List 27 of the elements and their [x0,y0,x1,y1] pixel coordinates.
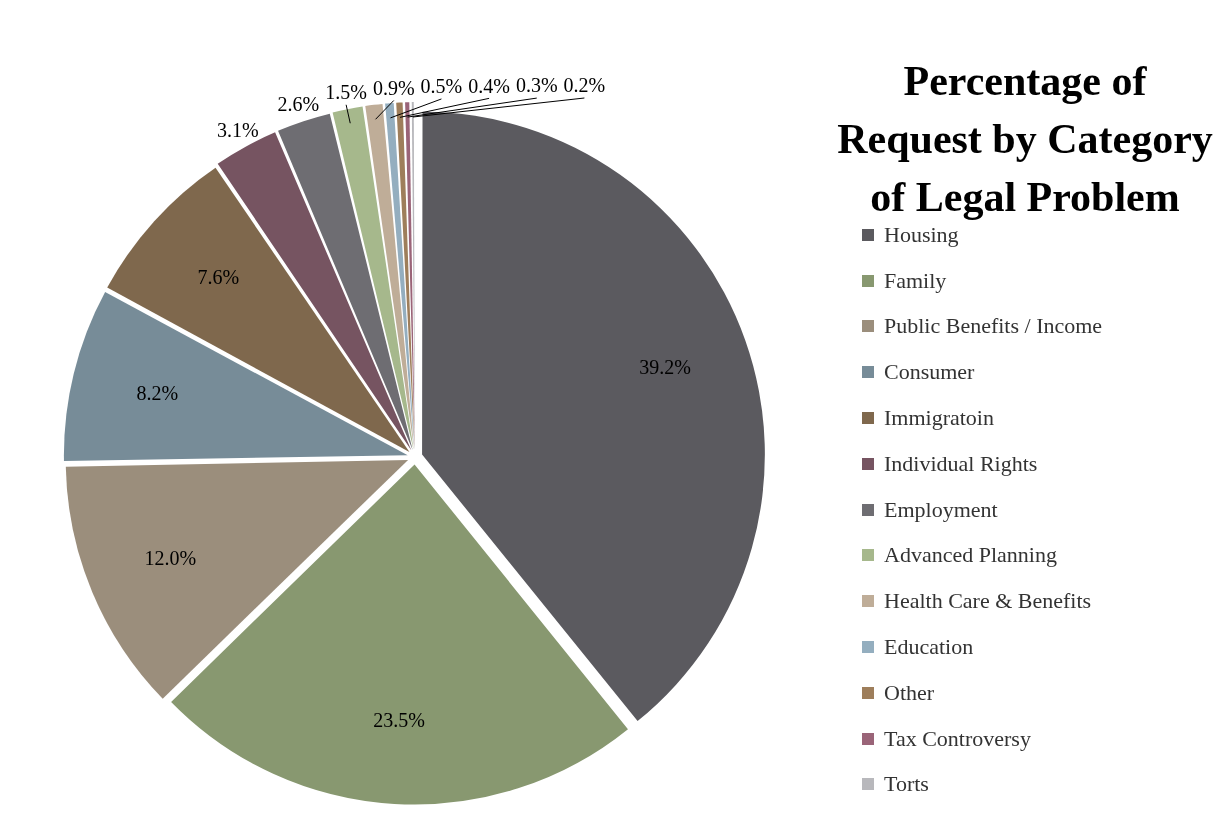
data-label: 12.0% [144,546,197,569]
data-label: 0.2% [563,74,606,97]
legend-label: Education [884,634,974,661]
data-label: 1.5% [325,81,367,104]
legend-label: Employment [884,496,998,523]
data-label: 0.9% [372,76,415,99]
legend-label: Housing [884,221,959,248]
legend-label: Health Care & Benefits [884,588,1092,615]
legend-label: Immigratoin [884,405,994,432]
legend-label: Tax Controversy [884,725,1031,752]
data-label: 3.1% [216,119,259,142]
data-label: 2.6% [277,93,320,116]
data-label: 23.5% [373,708,426,731]
legend-label: Other [884,679,935,706]
data-label: 8.2% [136,381,179,404]
data-label: 7.6% [197,266,240,289]
legend-label: Consumer [884,359,975,386]
text: Percentage of Request by Category of Legal Problem [837,58,1213,220]
data-label: 39.2% [639,355,691,378]
legend-label: Public Benefits / Income [884,313,1103,340]
data-label: 0.3% [515,74,558,97]
legend-label: Advanced Planning [884,542,1057,569]
legend-label: Individual Rights [884,450,1038,477]
legend-label: Family [884,267,947,294]
data-label: 0.4% [468,74,510,97]
legend-label: Torts [884,771,929,798]
data-label: 0.5% [420,75,463,98]
